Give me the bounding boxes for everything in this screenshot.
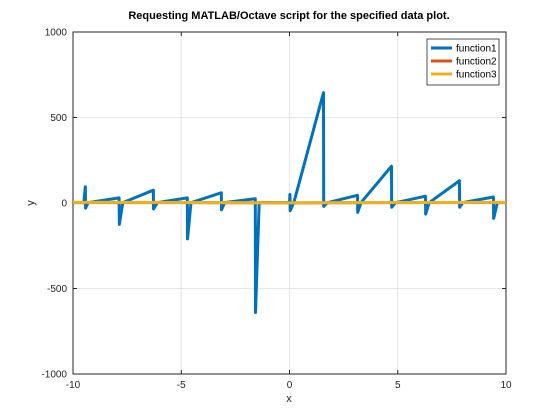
series-lines [72, 91, 507, 314]
y-tick-label: 0 [61, 199, 67, 210]
y-axis-ticks: -1000 -500 0 500 1000 [41, 28, 506, 381]
series-line-3 [72, 200, 507, 205]
legend-label-3: function3 [456, 70, 497, 81]
legend-label-2: function2 [456, 57, 497, 68]
y-tick-label: -500 [47, 284, 67, 295]
y-tick-label: 1000 [45, 28, 68, 39]
legend: function1 function2 function3 [426, 38, 500, 86]
chart-title: Requesting MATLAB/Octave script for the … [128, 10, 449, 22]
y-axis-label: y [25, 200, 37, 206]
x-tick-label: 10 [500, 380, 512, 391]
y-tick-label: -1000 [41, 370, 67, 381]
x-axis-ticks: -10 -5 0 5 10 [66, 32, 512, 391]
y-tick-label: 500 [50, 113, 67, 124]
x-tick-label: -10 [66, 380, 81, 391]
x-tick-label: 5 [395, 380, 401, 391]
legend-label-1: function1 [456, 44, 497, 55]
x-tick-label: 0 [287, 380, 293, 391]
x-axis-label: x [286, 393, 292, 405]
x-tick-label: -5 [177, 380, 186, 391]
